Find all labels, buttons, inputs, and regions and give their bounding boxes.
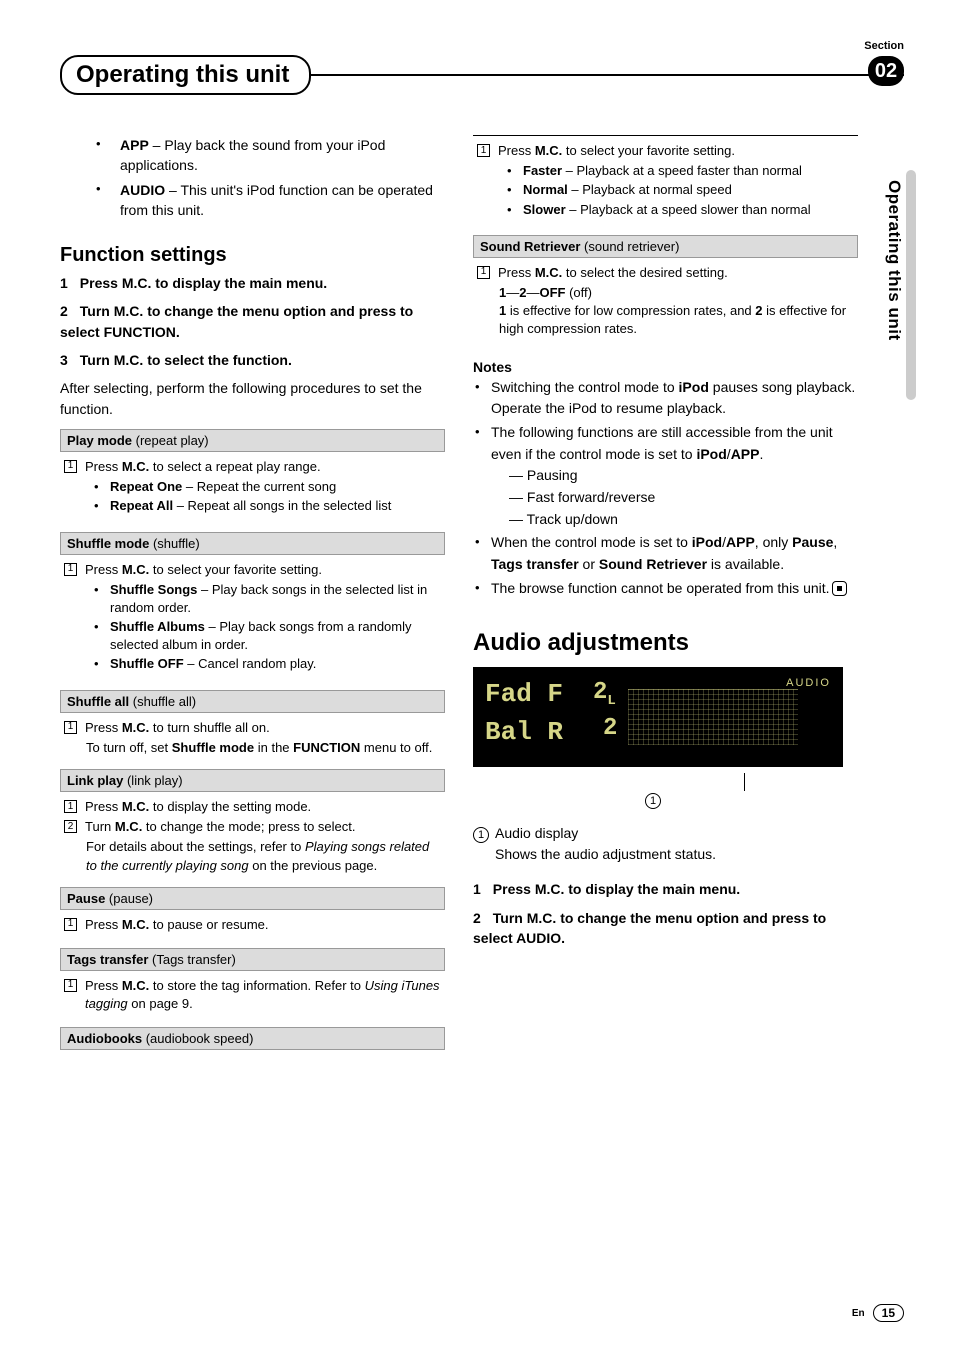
content-columns: APP – Play back the sound from your iPod… — [60, 135, 904, 1050]
bar-pause: Pause (pause) — [60, 887, 445, 910]
stop-icon — [832, 581, 847, 596]
step-num-icon: 1 — [64, 721, 77, 734]
bar-sound-retriever: Sound Retriever (sound retriever) — [473, 235, 858, 258]
bar-play-mode: Play mode (repeat play) — [60, 429, 445, 452]
step-3: 3Turn M.C. to select the function. — [60, 350, 445, 370]
section-label: Section — [864, 40, 904, 52]
header: Operating this unit — [60, 55, 904, 95]
header-rule — [301, 74, 904, 76]
side-tab-bg — [906, 170, 916, 400]
bar-shuffle-all: Shuffle all (shuffle all) — [60, 690, 445, 713]
block-audiobook-speed: 1Press M.C. to select your favorite sett… — [473, 142, 858, 225]
callout-number-icon: 1 — [473, 827, 489, 843]
audio-adjustments-title: Audio adjustments — [473, 629, 858, 657]
disp-mode-label: AUDIO — [786, 677, 831, 689]
bullet-app: APP – Play back the sound from your iPod… — [120, 135, 445, 176]
note-4: The browse function cannot be operated f… — [491, 578, 858, 600]
intro-bullets: APP – Play back the sound from your iPod… — [60, 135, 445, 220]
block-link-play: 1Press M.C. to display the setting mode.… — [60, 792, 445, 877]
step-num-icon: 1 — [64, 800, 77, 813]
block-shuffle-all: 1Press M.C. to turn shuffle all on. To t… — [60, 713, 445, 759]
page: Section 02 Operating this unit Operating… — [0, 0, 954, 1352]
block-pause: 1Press M.C. to pause or resume. — [60, 910, 445, 938]
section-badge: 02 — [868, 56, 904, 86]
footer: En 15 — [852, 1304, 904, 1322]
step-num-icon: 1 — [64, 563, 77, 576]
bar-tags: Tags transfer (Tags transfer) — [60, 948, 445, 971]
step-num-icon: 2 — [64, 820, 77, 833]
side-tab: Operating this unit — [884, 180, 904, 341]
right-column: 1Press M.C. to select your favorite sett… — [473, 135, 904, 1050]
left-column: APP – Play back the sound from your iPod… — [60, 135, 445, 1050]
page-number: 15 — [873, 1304, 904, 1322]
disp-fad: Fad F — [485, 679, 563, 709]
step-2: 2Turn M.C. to change the menu option and… — [60, 301, 445, 342]
disp-bal: Bal R — [485, 717, 563, 747]
note-2: The following functions are still access… — [491, 422, 858, 530]
callout-number-icon: 1 — [645, 793, 661, 809]
step-3-note: After selecting, perform the following p… — [60, 378, 445, 419]
bar-audiobooks: Audiobooks (audiobook speed) — [60, 1027, 445, 1050]
note-3: When the control mode is set to iPod/APP… — [491, 532, 858, 575]
function-settings-head: Function settings — [60, 244, 445, 267]
lcd-display: Fad F Bal R 2L 2 AUDIO — [473, 667, 843, 767]
step-1: 1Press M.C. to display the main menu. — [60, 273, 445, 293]
block-sound-retriever: 1Press M.C. to select the desired settin… — [473, 258, 858, 341]
page-title: Operating this unit — [60, 55, 311, 95]
callout-pointer: 1 — [645, 773, 843, 809]
footer-lang: En — [852, 1308, 865, 1319]
disp-num1: 2L — [593, 679, 616, 709]
disp-num2: 2 — [603, 715, 617, 742]
dash-list: Pausing Fast forward/reverse Track up/do… — [491, 465, 858, 530]
step-num-icon: 1 — [477, 266, 490, 279]
note-1: Switching the control mode to iPod pause… — [491, 377, 858, 420]
disp-grid — [628, 689, 798, 745]
step-num-icon: 1 — [64, 460, 77, 473]
bullet-audio: AUDIO – This unit's iPod function can be… — [120, 180, 445, 221]
bar-shuffle-mode: Shuffle mode (shuffle) — [60, 532, 445, 555]
block-shuffle-mode: 1Press M.C. to select your favorite sett… — [60, 555, 445, 680]
notes-heading: Notes — [473, 359, 858, 375]
divider — [473, 135, 858, 136]
bar-link-play: Link play (link play) — [60, 769, 445, 792]
block-play-mode: 1Press M.C. to select a repeat play rang… — [60, 452, 445, 522]
display-wrap: Fad F Bal R 2L 2 AUDIO 1 — [473, 667, 843, 809]
callout-desc: 1Audio display Shows the audio adjustmen… — [473, 823, 858, 865]
notes-list: Switching the control mode to iPod pause… — [473, 377, 858, 600]
audio-step-1: 1Press M.C. to display the main menu. — [473, 879, 858, 899]
step-num-icon: 1 — [477, 144, 490, 157]
step-num-icon: 1 — [64, 979, 77, 992]
audio-step-2: 2Turn M.C. to change the menu option and… — [473, 908, 858, 949]
block-tags: 1Press M.C. to store the tag information… — [60, 971, 445, 1017]
step-num-icon: 1 — [64, 918, 77, 931]
